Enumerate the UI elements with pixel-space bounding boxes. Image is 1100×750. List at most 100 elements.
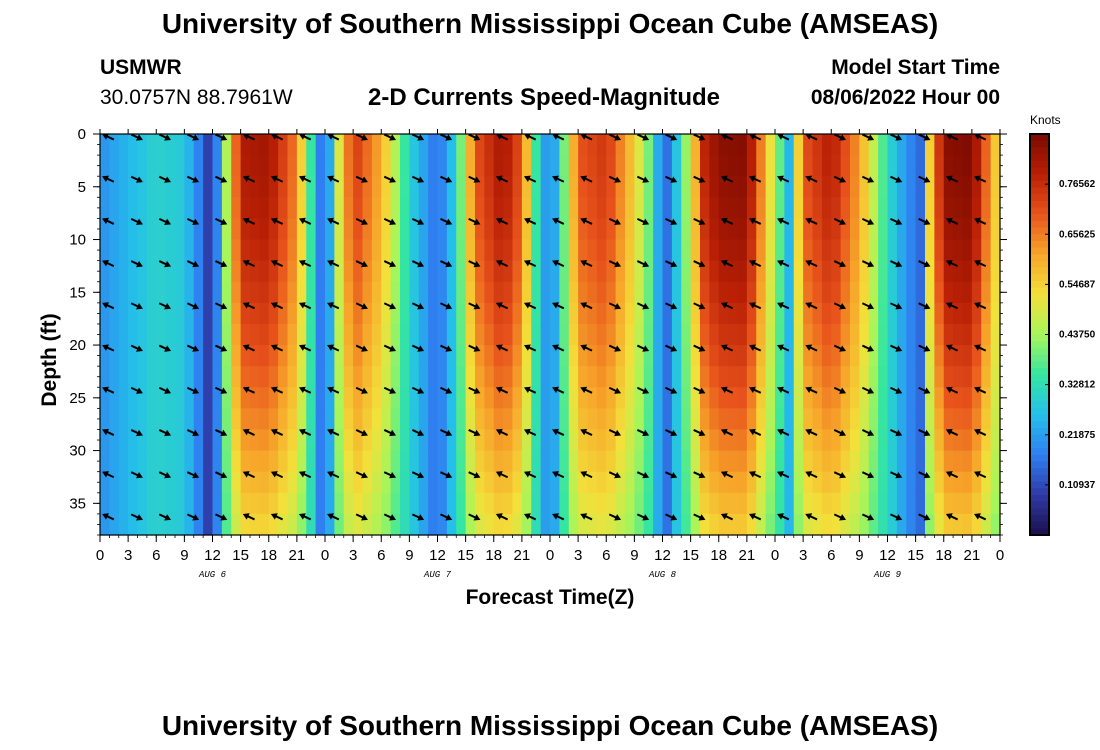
current-vector	[242, 471, 255, 479]
heatmap-cell	[803, 218, 814, 241]
heatmap-cell	[287, 218, 298, 241]
current-vector	[748, 513, 762, 521]
heatmap-cell	[878, 450, 889, 473]
x-tick-label: 0	[771, 547, 779, 564]
current-vector	[580, 428, 593, 436]
heatmap-cell	[681, 513, 692, 536]
current-vector	[158, 175, 172, 183]
heatmap-cell	[343, 471, 354, 494]
heatmap-cell	[775, 176, 785, 198]
heatmap-cell	[268, 429, 279, 452]
vector-head	[923, 218, 931, 225]
heatmap-cell	[287, 239, 298, 262]
heatmap-cell	[175, 471, 185, 494]
vector-head	[220, 260, 228, 268]
heatmap-cell	[587, 450, 598, 473]
heatmap-cell	[709, 239, 720, 262]
heatmap-cell	[925, 281, 935, 304]
heatmap-cell	[315, 492, 326, 515]
heatmap-cell	[887, 176, 898, 198]
heatmap-cell	[709, 387, 720, 409]
current-vector	[748, 428, 762, 436]
heatmap-cell	[840, 429, 851, 452]
heatmap-cell	[250, 197, 260, 220]
heatmap-cell	[700, 302, 710, 325]
heatmap-cell	[643, 176, 654, 198]
heatmap-cell	[146, 513, 157, 536]
current-vector	[636, 471, 650, 479]
vector-head	[327, 260, 334, 267]
x-tick-label: 18	[260, 547, 277, 564]
heatmap-cell	[118, 281, 129, 304]
heatmap-cell	[475, 492, 485, 515]
vector-head	[473, 471, 481, 479]
heatmap-cell	[803, 239, 814, 262]
heatmap-cell	[812, 260, 823, 283]
heatmap-cell	[540, 176, 551, 198]
heatmap-cell	[343, 176, 354, 198]
colorbar-cell	[1030, 327, 1049, 336]
heatmap-cell	[971, 323, 982, 346]
heatmap-cell	[343, 513, 354, 536]
heatmap-cell	[409, 260, 420, 283]
heatmap-cell	[118, 366, 129, 388]
heatmap-cell	[512, 155, 523, 177]
heatmap-cell	[653, 260, 664, 283]
x-tick-label: 12	[204, 547, 221, 564]
heatmap-cell	[306, 218, 317, 241]
heatmap-cell	[456, 218, 467, 241]
heatmap-cell	[306, 323, 317, 346]
heatmap-cell	[465, 323, 476, 346]
heatmap-cell	[278, 450, 289, 473]
current-vector	[973, 344, 987, 352]
heatmap-cell	[653, 281, 664, 304]
vector-head	[242, 344, 250, 351]
current-vector	[186, 260, 200, 268]
current-vector	[693, 513, 706, 521]
heatmap-cell	[915, 345, 926, 367]
heatmap-cell	[287, 513, 298, 536]
heatmap-cell	[203, 155, 214, 177]
vector-head	[642, 303, 650, 310]
vector-head	[102, 513, 109, 520]
heatmap-cell	[925, 387, 935, 409]
heatmap-cell	[784, 197, 795, 220]
heatmap-cell	[362, 429, 373, 452]
heatmap-cell	[165, 450, 176, 473]
heatmap-cell	[465, 302, 476, 325]
current-vector	[270, 513, 284, 521]
current-vector	[552, 344, 565, 352]
heatmap-cell	[296, 323, 307, 346]
vector-head	[136, 429, 143, 437]
vector-head	[698, 429, 706, 437]
heatmap-cell	[981, 387, 992, 409]
current-vector	[580, 302, 593, 310]
current-vector	[973, 302, 987, 310]
current-vector	[383, 471, 397, 479]
current-vector	[665, 175, 678, 183]
vector-head	[580, 428, 588, 436]
vector-head	[192, 345, 200, 352]
heatmap-cell	[700, 450, 710, 473]
heatmap-cell	[428, 513, 439, 536]
heatmap-cell	[109, 218, 120, 241]
heatmap-cell	[371, 239, 382, 262]
heatmap-cell	[821, 218, 832, 241]
heatmap-cell	[887, 281, 898, 304]
heatmap-cell	[962, 239, 973, 262]
heatmap-cell	[587, 134, 598, 156]
heatmap-cell	[175, 260, 185, 283]
heatmap-cell	[353, 345, 364, 367]
heatmap-cell	[625, 302, 635, 325]
vector-head	[973, 302, 981, 309]
heatmap-cell	[934, 197, 945, 220]
vector-head	[777, 133, 784, 140]
heatmap-cell	[700, 239, 710, 262]
heatmap-cell	[306, 366, 317, 388]
current-vector	[186, 133, 200, 141]
heatmap-cell	[728, 366, 739, 388]
heatmap-cell	[700, 471, 710, 494]
x-tick-label: 6	[602, 547, 610, 564]
heatmap-cell	[268, 281, 279, 304]
heatmap-cell	[934, 281, 945, 304]
